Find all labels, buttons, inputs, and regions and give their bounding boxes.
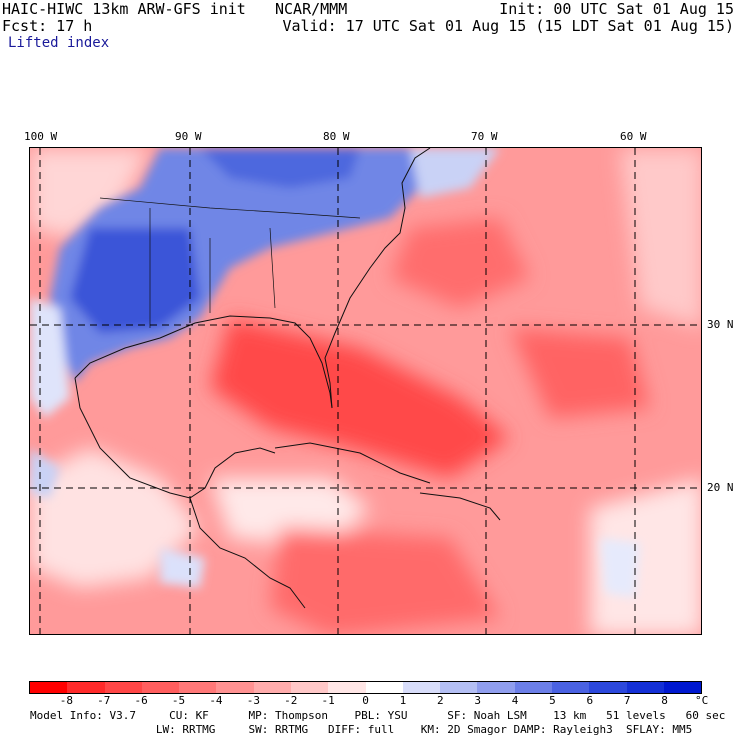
lat-label-20n: 20 N (707, 481, 734, 494)
field-red-east (510, 328, 650, 418)
valid-time: Valid: 17 UTC Sat 01 Aug 15 (15 LDT Sat … (282, 17, 734, 35)
field-lightblue-mx (30, 448, 60, 498)
model-info-line1: Model Info: V3.7 CU: KF MP: Thompson PBL… (30, 709, 726, 722)
color-scale-bar (29, 681, 702, 694)
coast-cuba (274, 442, 431, 484)
field-blue-north (200, 148, 360, 188)
color-scale-segment (551, 682, 590, 693)
model-title: HAIC-HIWC 13km ARW-GFS init (2, 0, 246, 18)
color-scale-tick-label: 2 (436, 694, 444, 707)
field-pale-ne (620, 148, 701, 328)
color-scale-tick-label: 4 (511, 694, 519, 707)
coastlines (74, 148, 501, 609)
coast-atlantic (324, 148, 431, 409)
color-scale-segment (290, 682, 329, 693)
color-scale-segment (440, 682, 478, 693)
field-pale-nw (30, 148, 150, 238)
color-scale-segment (663, 682, 702, 693)
field-blue-core (70, 228, 200, 333)
color-scale-segment (253, 682, 291, 693)
lifted-index-map (29, 147, 702, 635)
color-scale-tick-label: 3 (474, 694, 481, 707)
org-label: NCAR/MMM (275, 0, 348, 18)
color-scale-tick-label: -8 (59, 694, 73, 707)
color-scale-tick-label: -4 (209, 694, 223, 707)
coast-hispaniola (419, 492, 501, 521)
color-scale-tick-label: 7 (623, 694, 631, 707)
latlon-grid (30, 148, 701, 634)
coast-gulf (74, 315, 333, 409)
color-scale-tick-label: -5 (171, 694, 186, 707)
color-scale-tick-label: -3 (246, 694, 260, 707)
field-lightblue-ne (410, 148, 500, 198)
color-scale-segment (328, 682, 366, 693)
color-scale-tick-label: -6 (134, 694, 148, 707)
color-scale-unit: °C (695, 694, 709, 707)
color-scale-segment (30, 682, 68, 693)
color-scale-segment (104, 682, 142, 693)
field-lightblue-ca (160, 548, 205, 588)
field-pale-mexico (30, 448, 200, 588)
field-lightblue-se (600, 538, 640, 598)
coast-central-america (189, 497, 306, 609)
lon-label-70w: 70 W (471, 130, 498, 143)
field-red-caribbean (270, 528, 500, 634)
color-scale-tick-label: 5 (549, 694, 556, 707)
lon-label-80w: 80 W (323, 130, 350, 143)
color-scale-segment (626, 682, 664, 693)
lon-label-90w: 90 W (175, 130, 202, 143)
color-scale-segment (477, 682, 515, 693)
field-red-atlantic (390, 218, 530, 308)
color-scale-ticks: -8 -7 -6 -5 -4 -3 -2 -1 0 1 2 3 4 5 6 7 8 (29, 694, 702, 708)
color-scale-tick-label: 1 (399, 694, 407, 707)
color-scale-tick-label: -1 (321, 694, 335, 707)
color-scale-segment (67, 682, 105, 693)
field-pale-yucatan (210, 478, 370, 548)
map-field-svg (30, 148, 701, 634)
color-scale-segment (514, 682, 552, 693)
color-scale-tick-label: 8 (661, 694, 668, 707)
model-info-line2: LW: RRTMG SW: RRTMG DIFF: full KM: 2D Sm… (30, 723, 693, 736)
color-scale-segment (365, 682, 403, 693)
field-pale-se (590, 478, 701, 634)
field-name: Lifted index (8, 35, 110, 51)
lat-label-30n: 30 N (707, 318, 734, 331)
color-scale-tick-label: -2 (284, 694, 298, 707)
color-scale-tick-label: 6 (586, 694, 594, 707)
color-scale-segment (141, 682, 180, 693)
color-scale-segment (402, 682, 441, 693)
color-scale-tick-label: -7 (97, 694, 111, 707)
model-info: Model Info: V3.7 CU: KF MP: Thompson PBL… (30, 709, 725, 737)
color-scale-segment (216, 682, 254, 693)
forecast-hour: Fcst: 17 h (2, 17, 93, 35)
color-scale-segment (589, 682, 627, 693)
init-time: Init: 00 UTC Sat 01 Aug 15 (499, 0, 734, 18)
field-red-core (210, 318, 510, 478)
color-scale-tick-label: 0 (362, 694, 369, 707)
lon-label-100w: 100 W (24, 130, 58, 143)
lon-label-60w: 60 W (620, 130, 647, 143)
color-scale-segment (179, 682, 217, 693)
state-borders (99, 197, 361, 328)
